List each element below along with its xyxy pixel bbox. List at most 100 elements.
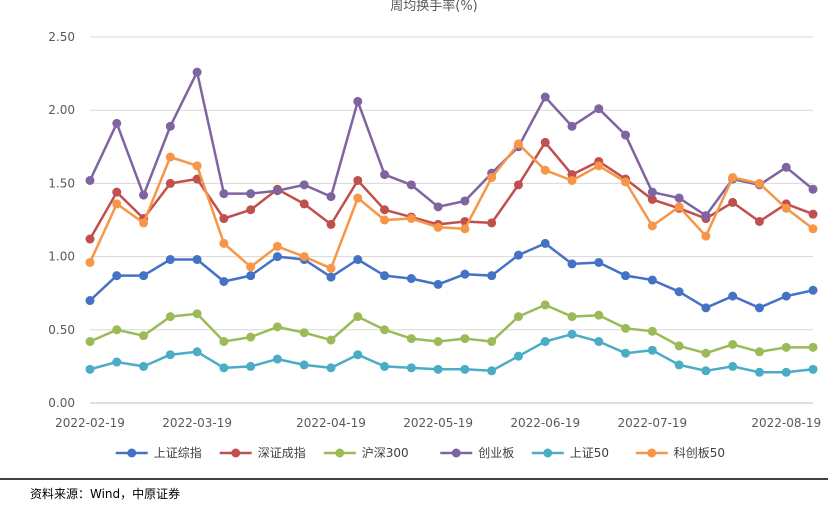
data-point: [487, 218, 497, 228]
data-point: [299, 252, 309, 262]
data-point: [487, 271, 497, 281]
data-point: [139, 361, 149, 371]
data-point: [246, 361, 256, 371]
data-point: [406, 274, 416, 284]
legend-item: 深证成指: [219, 445, 306, 460]
data-point: [621, 177, 631, 187]
data-point: [326, 272, 336, 282]
data-point: [594, 337, 604, 347]
data-point: [513, 180, 523, 190]
data-point: [540, 92, 550, 102]
data-point: [594, 257, 604, 267]
data-point: [674, 287, 684, 297]
legend-item: 科创板50: [635, 446, 725, 460]
data-point: [808, 364, 818, 374]
data-point: [192, 161, 202, 171]
data-point: [728, 339, 738, 349]
data-point: [540, 137, 550, 147]
data-point: [433, 337, 443, 347]
data-point: [647, 326, 657, 336]
data-point: [701, 231, 711, 241]
data-point: [246, 189, 256, 199]
data-point: [513, 139, 523, 149]
legend-label: 深证成指: [258, 445, 306, 460]
data-point: [139, 271, 149, 281]
data-point: [781, 342, 791, 352]
y-tick-label: 2.50: [48, 30, 75, 44]
data-point: [728, 197, 738, 207]
x-tick-label: 2022-04-19: [296, 416, 366, 430]
data-point: [246, 262, 256, 272]
data-point: [594, 161, 604, 171]
data-point: [353, 193, 363, 203]
data-point: [326, 219, 336, 229]
data-point: [701, 348, 711, 358]
source-text: 资料来源：Wind，中原证券: [30, 486, 180, 501]
data-point: [406, 214, 416, 224]
data-point: [567, 175, 577, 185]
data-point: [299, 199, 309, 209]
data-point: [647, 195, 657, 205]
data-point: [701, 303, 711, 313]
data-point: [808, 224, 818, 234]
data-point: [272, 186, 282, 196]
data-point: [728, 361, 738, 371]
data-point: [540, 337, 550, 347]
data-point: [433, 279, 443, 289]
data-point: [781, 291, 791, 301]
data-point: [754, 367, 764, 377]
data-point: [380, 215, 390, 225]
data-point: [326, 192, 336, 202]
legend-marker: [127, 448, 137, 458]
data-point: [460, 224, 470, 234]
x-axis-ticks: 2022-02-19 2022-03-19 2022-04-19 2022-05-19…: [55, 416, 821, 430]
data-point: [540, 300, 550, 310]
data-point: [728, 173, 738, 183]
data-point: [112, 271, 122, 281]
data-point: [808, 285, 818, 295]
data-point: [219, 214, 229, 224]
legend-item: 创业板: [440, 446, 514, 460]
data-point: [460, 196, 470, 206]
data-point: [165, 152, 175, 162]
data-point: [85, 234, 95, 244]
data-point: [326, 335, 336, 345]
data-point: [219, 276, 229, 286]
data-point: [112, 199, 122, 209]
data-point: [621, 271, 631, 281]
data-point: [165, 255, 175, 265]
series-line: [88, 142, 814, 270]
y-tick-label: 1.50: [48, 176, 75, 190]
data-point: [567, 259, 577, 269]
data-point: [299, 360, 309, 370]
legend-item: 沪深300: [323, 446, 409, 460]
data-point: [219, 189, 229, 199]
data-point: [808, 184, 818, 194]
data-point: [85, 175, 95, 185]
x-tick-label: 2022-02-19: [55, 416, 125, 430]
x-tick-label: 2022-03-19: [162, 416, 232, 430]
legend-marker: [647, 448, 657, 458]
data-point: [112, 357, 122, 367]
y-tick-label: 2.00: [48, 103, 75, 117]
data-point: [674, 360, 684, 370]
data-point: [272, 322, 282, 332]
data-point: [808, 209, 818, 219]
data-point: [540, 165, 550, 175]
data-point: [701, 211, 711, 221]
series-line: [89, 303, 813, 355]
data-point: [513, 250, 523, 260]
series-line: [88, 141, 814, 240]
legend: 上证综指 深证成指 沪深300 创业板 上证50 科创板50: [115, 445, 725, 460]
data-point: [487, 173, 497, 183]
x-tick-label: 2022-08-19: [751, 416, 821, 430]
data-point: [272, 241, 282, 251]
data-point: [406, 334, 416, 344]
x-tick-label: 2022-06-19: [510, 416, 580, 430]
y-axis-ticks: 0.00 0.50 1.00 1.50 2.00 2.50: [48, 30, 75, 410]
data-point: [460, 364, 470, 374]
y-tick-label: 0.00: [48, 396, 75, 410]
data-point: [272, 354, 282, 364]
series-4: [85, 329, 818, 377]
